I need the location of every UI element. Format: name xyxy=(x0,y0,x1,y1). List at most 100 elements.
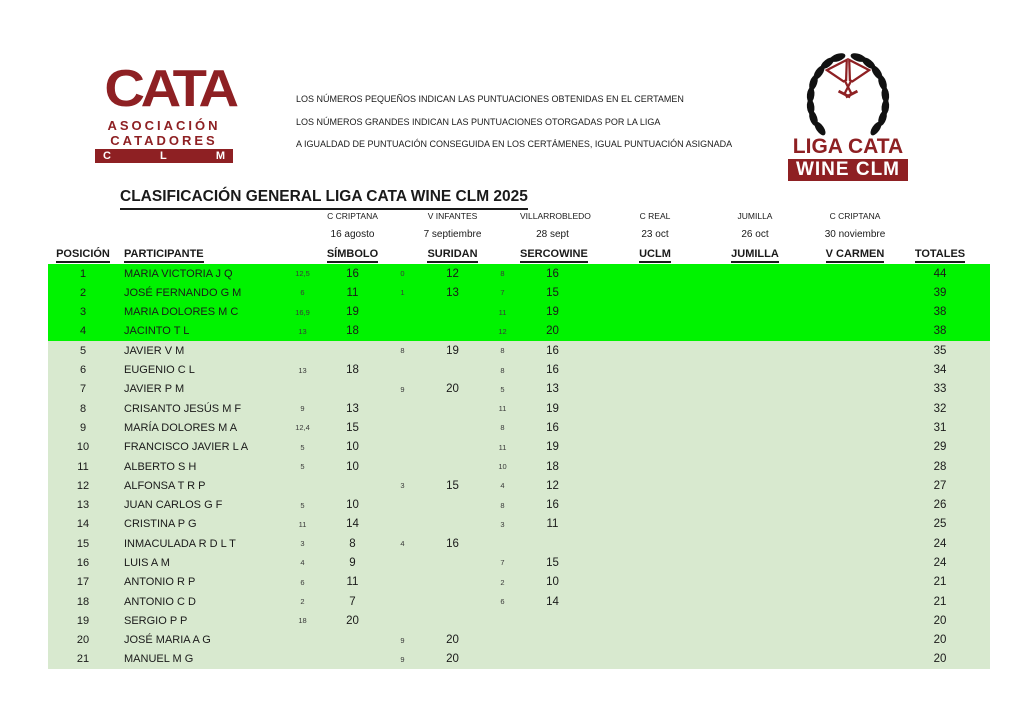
certamen-score-cell xyxy=(690,630,720,650)
certamen-score-cell: 2 xyxy=(285,591,320,612)
total-cell: 29 xyxy=(890,437,990,457)
event-date: 23 oct xyxy=(641,229,669,241)
position-cell: 12 xyxy=(48,476,118,496)
certamen-score-cell xyxy=(485,649,520,670)
certamen-score-cell xyxy=(485,534,520,554)
position-cell: 5 xyxy=(48,341,118,361)
table-row: 15 INMACULADA R D L T 3 8 4 16 24 xyxy=(48,534,990,554)
certamen-score-cell xyxy=(285,341,320,361)
participant-cell: EUGENIO C L xyxy=(118,360,285,380)
certamen-score-cell: 16,9 xyxy=(285,302,320,322)
liga-score-cell xyxy=(720,437,790,457)
certamen-score-cell xyxy=(585,630,620,650)
certamen-score-cell xyxy=(790,398,820,419)
liga-score-cell xyxy=(820,341,890,361)
liga-score-cell xyxy=(720,418,790,438)
event-venue: C CRIPTANA xyxy=(829,210,881,221)
liga-score-cell: 9 xyxy=(320,553,385,573)
liga-score-cell xyxy=(720,263,790,284)
liga-score-cell: 16 xyxy=(520,341,585,361)
certamen-score-cell: 13 xyxy=(285,360,320,380)
certamen-score-cell: 1 xyxy=(385,283,420,303)
table-row: 3 MARIA DOLORES M C 16,9 19 11 19 38 xyxy=(48,302,990,322)
certamen-score-cell xyxy=(585,495,620,515)
position-cell: 6 xyxy=(48,360,118,380)
total-cell: 38 xyxy=(890,302,990,322)
position-cell: 8 xyxy=(48,398,118,419)
liga-score-cell xyxy=(620,534,690,554)
liga-score-cell xyxy=(620,321,690,342)
liga-score-cell xyxy=(720,321,790,342)
certamen-score-cell: 9 xyxy=(285,398,320,419)
liga-score-cell xyxy=(720,649,790,670)
liga-score-cell: 13 xyxy=(520,379,585,399)
certamen-score-cell: 4 xyxy=(385,534,420,554)
liga-score-cell xyxy=(820,437,890,457)
liga-score-cell xyxy=(720,379,790,399)
event-venue: C REAL xyxy=(639,210,671,221)
header-venue-row: C CRIPTANA V INFANTES VILLARROBLEDO C RE… xyxy=(48,206,990,225)
liga-score-cell: 20 xyxy=(520,321,585,342)
liga-score-cell xyxy=(820,263,890,284)
certamen-score-cell xyxy=(690,302,720,322)
certamen-score-cell: 0 xyxy=(385,263,420,284)
liga-score-cell xyxy=(620,553,690,573)
liga-score-cell xyxy=(620,360,690,380)
event-name-header: V CARMEN xyxy=(820,245,890,264)
certamen-score-cell xyxy=(790,591,820,612)
certamen-score-cell xyxy=(585,418,620,438)
participant-cell: FRANCISCO JAVIER L A xyxy=(118,437,285,457)
certamen-score-cell xyxy=(790,360,820,380)
certamen-score-cell xyxy=(585,649,620,670)
table-row: 21 MANUEL M G 9 20 20 xyxy=(48,649,990,670)
header-date-row: 16 agosto 7 septiembre 28 sept 23 oct 26… xyxy=(48,225,990,244)
note-line-2: LOS NÚMEROS GRANDES INDICAN LAS PUNTUACI… xyxy=(296,116,661,127)
liga-score-cell xyxy=(620,514,690,535)
certamen-score-cell: 9 xyxy=(385,630,420,650)
liga-score-cell xyxy=(620,437,690,457)
total-cell: 24 xyxy=(890,553,990,573)
total-cell: 21 xyxy=(890,591,990,612)
liga-score-cell xyxy=(720,495,790,515)
certamen-score-cell xyxy=(690,263,720,284)
certamen-score-cell xyxy=(385,456,420,477)
event-venue: VILLARROBLEDO xyxy=(520,210,591,221)
liga-score-cell xyxy=(520,534,585,554)
position-cell: 3 xyxy=(48,302,118,322)
position-cell: 17 xyxy=(48,572,118,592)
certamen-score-cell xyxy=(790,514,820,535)
table-row: 7 JAVIER P M 9 20 5 13 33 xyxy=(48,379,990,399)
liga-score-cell xyxy=(420,514,485,535)
position-cell: 9 xyxy=(48,418,118,438)
liga-score-cell xyxy=(620,418,690,438)
total-cell: 26 xyxy=(890,495,990,515)
liga-score-cell xyxy=(620,283,690,303)
liga-score-cell xyxy=(620,611,690,631)
participant-cell: MARIA DOLORES M C xyxy=(118,302,285,322)
liga-score-cell xyxy=(720,456,790,477)
liga-score-cell xyxy=(420,321,485,342)
certamen-score-cell xyxy=(790,379,820,399)
liga-score-cell xyxy=(620,476,690,496)
certamen-score-cell: 11 xyxy=(485,398,520,419)
certamen-score-cell xyxy=(690,398,720,419)
laurel-wine-glasses-icon xyxy=(806,53,890,136)
liga-score-cell xyxy=(720,398,790,419)
certamen-score-cell xyxy=(790,534,820,554)
certamen-score-cell xyxy=(285,649,320,670)
participant-cell: SERGIO P P xyxy=(118,611,285,631)
certamen-score-cell: 12,4 xyxy=(285,418,320,438)
liga-score-cell xyxy=(420,456,485,477)
certamen-score-cell xyxy=(385,302,420,322)
liga-score-cell: 18 xyxy=(320,360,385,380)
certamen-score-cell xyxy=(790,302,820,322)
certamen-score-cell xyxy=(585,321,620,342)
liga-score-cell xyxy=(720,611,790,631)
position-cell: 20 xyxy=(48,630,118,650)
certamen-score-cell xyxy=(585,611,620,631)
table-row: 12 ALFONSA T R P 3 15 4 12 27 xyxy=(48,476,990,496)
certamen-score-cell xyxy=(790,476,820,496)
position-cell: 16 xyxy=(48,553,118,573)
liga-score-cell xyxy=(620,572,690,592)
table-row: 8 CRISANTO JESÚS M F 9 13 11 19 32 xyxy=(48,398,990,419)
